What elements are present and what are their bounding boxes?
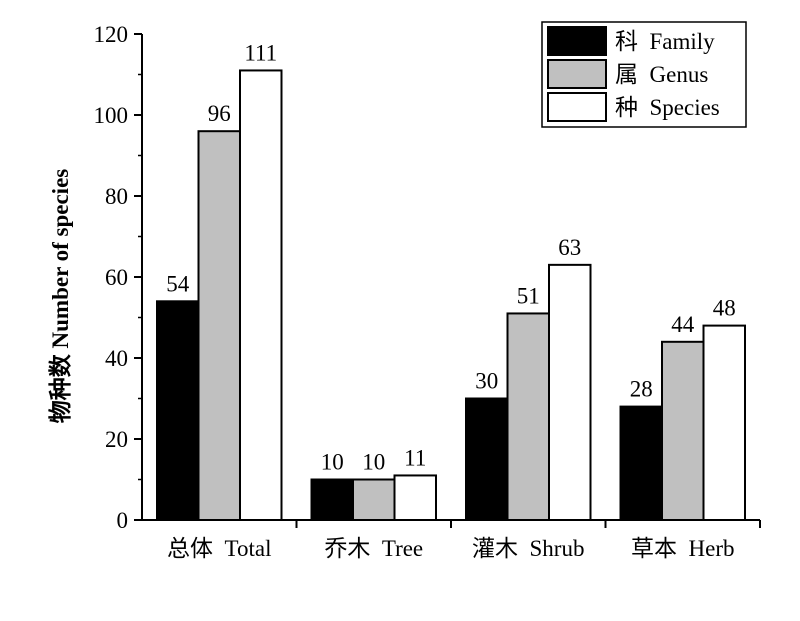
- bar: [352, 478, 396, 521]
- bar: [465, 397, 509, 521]
- bar-value-label: 48: [713, 296, 736, 321]
- x-category-label: 草本 Herb: [631, 536, 734, 561]
- bar-value-label: 54: [166, 271, 190, 296]
- bar-value-label: 96: [208, 101, 231, 126]
- legend-swatch: [547, 26, 607, 56]
- bar-value-label: 63: [558, 235, 581, 260]
- y-tick-label: 60: [105, 265, 128, 290]
- bar: [239, 69, 283, 521]
- x-ticks: [295, 520, 761, 528]
- bar: [393, 474, 437, 522]
- bar: [661, 340, 705, 521]
- bar-value-label: 11: [404, 445, 426, 470]
- bar-value-label: 111: [244, 40, 277, 65]
- bar: [156, 300, 200, 521]
- y-tick-label: 120: [94, 22, 129, 47]
- y-tick-label: 20: [105, 427, 128, 452]
- x-category-label: 灌木 Shrub: [472, 536, 584, 561]
- bar-value-label: 10: [321, 450, 344, 475]
- bar: [310, 478, 354, 521]
- bar-value-label: 10: [362, 450, 385, 475]
- legend-label: 属 Genus: [615, 62, 708, 87]
- legend-label: 科 Family: [615, 29, 715, 54]
- y-ticks: 0 20 40 60 80 100 120: [94, 22, 142, 533]
- legend-swatch: [547, 59, 607, 89]
- y-axis-title: 物种数 Number of species: [47, 169, 73, 424]
- y-tick-label: 100: [94, 103, 129, 128]
- bar-value-label: 44: [671, 312, 695, 337]
- legend-swatch: [547, 92, 607, 122]
- bar-value-labels: 54 96 111 10 10 11 30 51 63 28 44 48: [166, 40, 736, 474]
- bar-value-label: 30: [475, 369, 498, 394]
- x-category-label: 乔木 Tree: [324, 536, 423, 561]
- bars: [156, 69, 746, 522]
- bar: [702, 324, 746, 521]
- y-tick-label: 40: [105, 346, 128, 371]
- bar: [197, 130, 241, 521]
- bar: [506, 312, 550, 522]
- bar: [619, 405, 663, 522]
- y-tick-label: 0: [117, 508, 129, 533]
- bar-value-label: 51: [517, 283, 540, 308]
- legend: 科 Family 属 Genus 种 Species: [541, 21, 747, 128]
- bar: [548, 263, 592, 521]
- bar-value-label: 28: [630, 377, 653, 402]
- legend-label: 种 Species: [615, 95, 720, 120]
- x-category-labels: 总体 Total 乔木 Tree 灌木 Shrub 草本 Herb: [167, 536, 734, 561]
- x-category-label: 总体 Total: [167, 536, 271, 561]
- y-tick-label: 80: [105, 184, 128, 209]
